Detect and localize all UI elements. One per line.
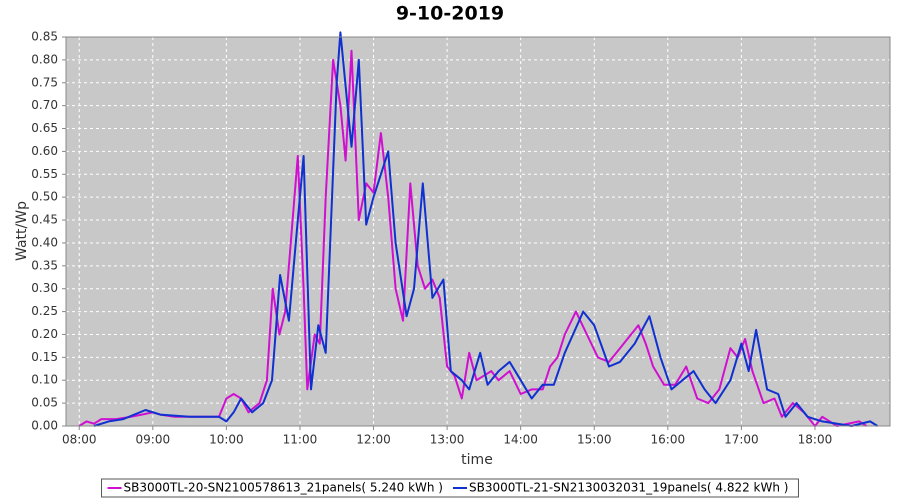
y-tick-label: 0.60 xyxy=(31,144,58,158)
x-tick-label: 18:00 xyxy=(798,433,833,447)
x-tick-label: 10:00 xyxy=(209,433,244,447)
legend-label: SB3000TL-21-SN2130032031_19panels( 4.822… xyxy=(469,481,788,495)
y-tick-label: 0.25 xyxy=(31,304,58,318)
x-tick-label: 17:00 xyxy=(724,433,759,447)
y-tick-label: 0.15 xyxy=(31,350,58,364)
y-tick-label: 0.05 xyxy=(31,396,58,410)
y-tick-label: 0.85 xyxy=(31,30,58,44)
y-axis-label: Watt/Wp xyxy=(14,201,30,261)
y-tick-label: 0.45 xyxy=(31,213,58,227)
x-tick-label: 16:00 xyxy=(651,433,686,447)
y-tick-label: 0.30 xyxy=(31,281,58,295)
x-tick-label: 08:00 xyxy=(62,433,97,447)
y-tick-label: 0.50 xyxy=(31,190,58,204)
x-tick-label: 12:00 xyxy=(356,433,391,447)
x-axis-label: time xyxy=(461,452,493,468)
y-tick-label: 0.65 xyxy=(31,121,58,135)
x-tick-label: 13:00 xyxy=(430,433,465,447)
legend-box xyxy=(101,478,799,498)
plot-border xyxy=(65,36,891,427)
chart-title: 9-10-2019 xyxy=(396,3,504,25)
y-tick-label: 0.35 xyxy=(31,258,58,272)
y-tick-label: 0.80 xyxy=(31,52,58,66)
legend-label: SB3000TL-20-SN2100578613_21panels( 5.240… xyxy=(124,481,443,495)
x-tick-label: 11:00 xyxy=(283,433,318,447)
y-tick-label: 0.75 xyxy=(31,75,58,89)
y-tick-label: 0.70 xyxy=(31,98,58,112)
x-tick-label: 15:00 xyxy=(577,433,612,447)
series-line xyxy=(93,31,879,427)
y-tick-label: 0.55 xyxy=(31,167,58,181)
legend: SB3000TL-20-SN2100578613_21panels( 5.240… xyxy=(101,478,799,498)
plot-area xyxy=(65,36,891,427)
x-tick-label: 14:00 xyxy=(503,433,538,447)
y-tick-label: 0.20 xyxy=(31,327,58,341)
y-tick-label: 0.40 xyxy=(31,235,58,249)
x-tick-label: 09:00 xyxy=(136,433,171,447)
y-tick-label: 0.10 xyxy=(31,373,58,387)
y-tick-label: 0.00 xyxy=(31,419,58,433)
